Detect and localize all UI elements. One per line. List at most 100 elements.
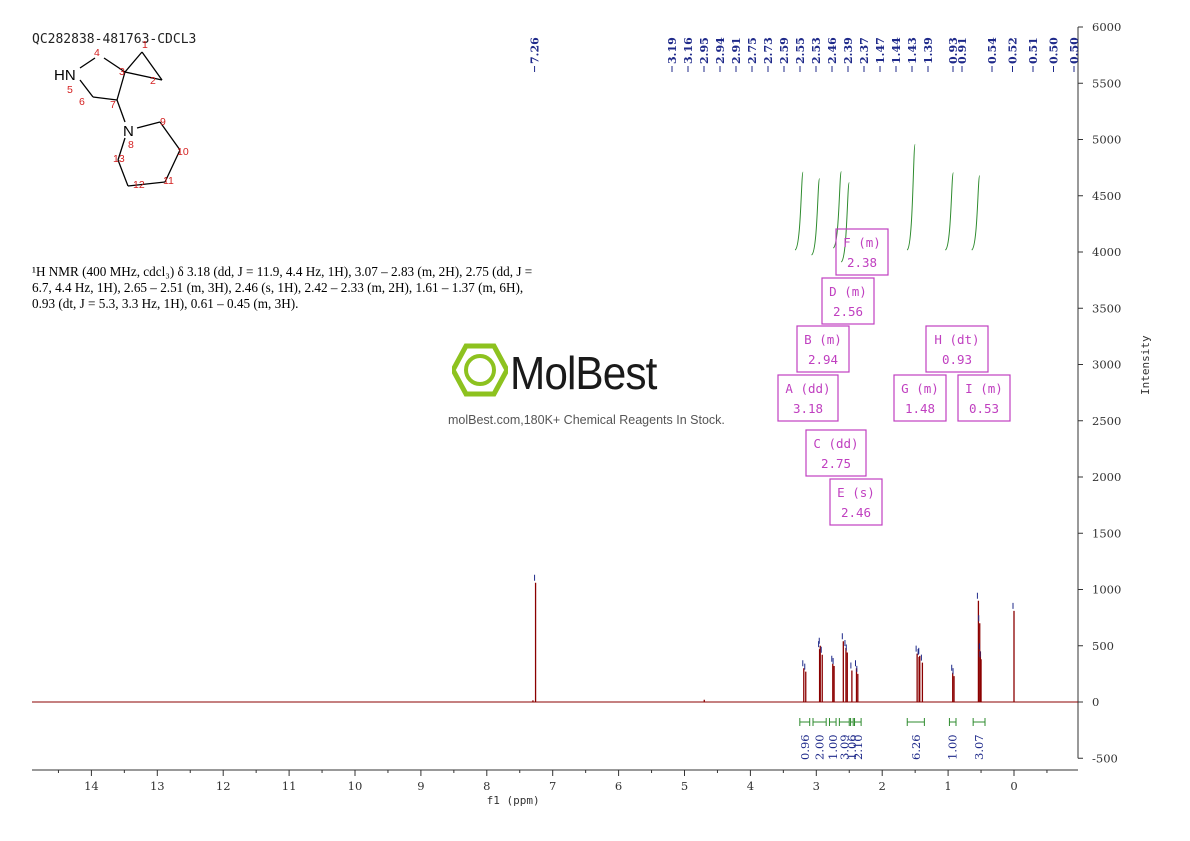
multiplet-box-B xyxy=(796,325,850,373)
peak-label: 0.50 xyxy=(1068,37,1081,64)
atom-number-6: 6 xyxy=(79,96,85,108)
multiplet-shift: 2.46 xyxy=(841,505,871,520)
integral-curve-4 xyxy=(906,143,916,251)
multiplet-box-G xyxy=(893,374,947,422)
peak-label: 0.93 xyxy=(947,37,960,64)
nmr-description: ¹H NMR (400 MHz, cdcl₃) δ 3.18 (dd, J = … xyxy=(32,264,612,312)
x-tick-label: 3 xyxy=(813,779,820,793)
peak-label: 0.54 xyxy=(986,37,999,64)
atom-number-7: 7 xyxy=(110,99,116,111)
x-tick-label: 2 xyxy=(879,779,886,793)
atom-number-5: 5 xyxy=(67,84,73,96)
multiplet-label: C (dd) xyxy=(813,436,858,451)
x-tick-label: 13 xyxy=(150,779,165,793)
peak-label: 2.37 xyxy=(858,37,871,64)
x-tick-label: 4 xyxy=(747,779,754,793)
y-tick-label: 5000 xyxy=(1092,133,1121,147)
multiplet-label: B (m) xyxy=(804,332,842,347)
x-tick-label: 0 xyxy=(1010,779,1017,793)
peak-label: 2.73 xyxy=(762,37,775,64)
atom-number-1: 1 xyxy=(142,39,148,51)
multiplet-shift: 0.53 xyxy=(969,401,999,416)
multiplet-box-D xyxy=(821,277,875,325)
watermark-tagline: molBest.com,180K+ Chemical Reagents In S… xyxy=(448,413,725,427)
watermark-name: MolBest xyxy=(510,347,657,399)
x-axis-label: f1 (ppm) xyxy=(487,794,540,807)
integral-value: 1.06 xyxy=(845,734,859,760)
peak-label: 7.26 xyxy=(529,37,542,64)
y-tick-label: 500 xyxy=(1092,639,1114,653)
integral-value: 0.96 xyxy=(798,734,812,760)
peak-label: 0.51 xyxy=(1027,37,1040,64)
multiplet-shift: 2.94 xyxy=(808,352,838,367)
x-tick-label: 7 xyxy=(549,779,556,793)
peak-label: 0.91 xyxy=(956,37,969,64)
atom-number-12: 12 xyxy=(133,179,145,191)
integral-value: 1.00 xyxy=(946,734,960,760)
peak-label: 2.75 xyxy=(746,37,759,64)
multiplet-label: E (s) xyxy=(837,485,875,500)
n-label: N xyxy=(123,123,134,140)
y-axis-label: Intensity xyxy=(1139,335,1152,395)
peak-label: 2.59 xyxy=(778,37,791,64)
multiplet-shift: 0.93 xyxy=(942,352,972,367)
x-tick-label: 5 xyxy=(681,779,688,793)
peak-label: 1.39 xyxy=(922,37,935,64)
atom-number-10: 10 xyxy=(177,146,189,158)
y-tick-label: 0 xyxy=(1092,695,1099,709)
atom-number-11: 11 xyxy=(163,175,174,187)
peak-label: 1.43 xyxy=(906,37,919,64)
atom-number-4: 4 xyxy=(94,47,100,59)
nmr-description-line-2: 6.7, 4.4 Hz, 1H), 2.65 – 2.51 (m, 3H), 2… xyxy=(32,280,524,295)
peak-label: 2.46 xyxy=(826,37,839,64)
multiplet-shift: 3.18 xyxy=(793,401,823,416)
y-tick-label: 5500 xyxy=(1092,76,1121,90)
integral-value: 6.26 xyxy=(909,734,923,760)
x-tick-label: 11 xyxy=(282,779,297,793)
nh-label: HN xyxy=(54,67,76,84)
integral-value: 3.09 xyxy=(837,734,851,760)
multiplet-box-A xyxy=(777,374,839,422)
x-tick-label: 14 xyxy=(84,779,99,793)
integral-curve-2 xyxy=(832,171,842,249)
y-tick-label: 1000 xyxy=(1092,583,1121,597)
y-tick-label: 6000 xyxy=(1092,20,1121,34)
atom-number-2: 2 xyxy=(150,75,156,87)
molecule-structure: HN N 1 2 3 4 5 6 7 8 9 10 11 12 13 xyxy=(54,39,189,191)
multiplet-box-C xyxy=(805,429,867,477)
benzene-logo-icon xyxy=(452,343,508,397)
atom-number-9: 9 xyxy=(160,116,166,128)
multiplet-label: F (m) xyxy=(843,235,881,250)
peak-label: 2.55 xyxy=(794,37,807,64)
atom-number-13: 13 xyxy=(113,153,125,165)
integral-value: 2.00 xyxy=(813,734,827,760)
multiplet-shift: 2.56 xyxy=(833,304,863,319)
integral-curve-1 xyxy=(811,178,821,256)
peak-label: 3.19 xyxy=(666,37,679,64)
x-tick-label: 10 xyxy=(348,779,363,793)
integral-curve-5 xyxy=(944,172,954,251)
x-tick-label: 6 xyxy=(615,779,622,793)
x-tick-label: 12 xyxy=(216,779,231,793)
y-tick-label: 1500 xyxy=(1092,526,1121,540)
x-tick-label: 1 xyxy=(944,779,951,793)
integral-curve-0 xyxy=(794,171,804,251)
y-tick-label: 3000 xyxy=(1092,358,1121,372)
multiplet-box-I xyxy=(957,374,1011,422)
integral-value: 3.07 xyxy=(972,734,986,760)
y-tick-label: 4000 xyxy=(1092,245,1121,259)
y-tick-label: -500 xyxy=(1092,751,1118,765)
integral-curve-6 xyxy=(971,175,981,251)
integral-curve-3 xyxy=(840,182,850,263)
peak-label: 2.39 xyxy=(842,37,855,64)
nmr-description-line-1: ¹H NMR (400 MHz, cdcl₃) δ 3.18 (dd, J = … xyxy=(32,264,533,279)
atom-number-3: 3 xyxy=(119,66,125,78)
multiplet-box-F xyxy=(835,228,889,276)
y-tick-label: 4500 xyxy=(1092,189,1121,203)
peak-label: 1.47 xyxy=(874,37,887,64)
peak-label: 2.95 xyxy=(698,37,711,64)
peak-label: 2.91 xyxy=(730,37,743,64)
multiplet-label: D (m) xyxy=(829,284,867,299)
peak-label: 2.94 xyxy=(714,37,727,64)
